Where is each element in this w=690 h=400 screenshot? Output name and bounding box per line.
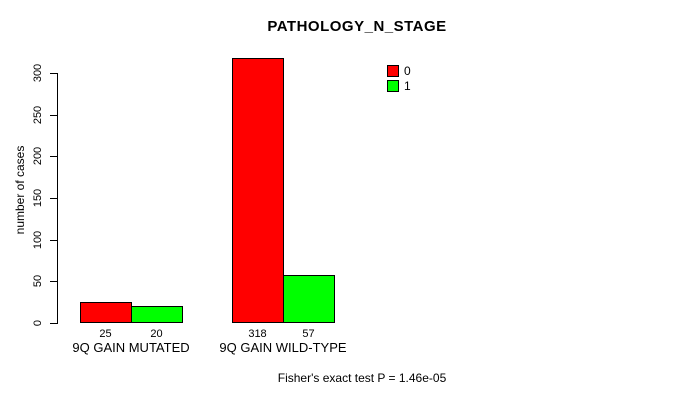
legend-entry-0: 0 — [387, 63, 411, 78]
chart-title: PATHOLOGY_N_STAGE — [267, 18, 447, 35]
y-tick-label: 50 — [32, 275, 44, 288]
y-tick-label: 300 — [32, 63, 44, 83]
bar-0-1 — [232, 58, 284, 323]
bar-value-label: 20 — [150, 328, 163, 340]
y-axis-tick — [50, 198, 57, 199]
legend-swatch-1 — [387, 79, 399, 92]
y-axis-tick — [50, 73, 57, 74]
legend-entry-1: 1 — [387, 78, 411, 93]
legend-label-0: 0 — [404, 63, 411, 78]
y-tick-label: 250 — [32, 105, 44, 124]
y-axis-tick — [50, 323, 57, 324]
y-axis-tick — [50, 281, 57, 283]
y-axis-tick — [50, 239, 57, 241]
legend-label-1: 1 — [404, 78, 411, 93]
bar-0-0 — [80, 302, 132, 323]
bar-1-0 — [131, 306, 183, 323]
fisher-test-annotation: Fisher's exact test P = 1.46e-05 — [277, 371, 447, 385]
y-tick-label: 150 — [32, 188, 44, 208]
bar-value-label: 57 — [302, 328, 315, 340]
legend: 0 1 — [387, 63, 411, 93]
y-tick-label: 100 — [32, 230, 44, 249]
y-axis-line — [57, 73, 58, 324]
bar-1-1 — [283, 275, 335, 323]
category-label: 9Q GAIN MUTATED — [72, 340, 190, 355]
y-axis-tick — [50, 114, 57, 116]
category-label: 9Q GAIN WILD-TYPE — [219, 340, 347, 355]
bar-value-label: 25 — [99, 328, 112, 340]
y-tick-label: 200 — [32, 147, 44, 166]
y-tick-label: 0 — [32, 319, 44, 327]
y-axis-label: number of cases — [13, 145, 27, 235]
legend-swatch-0 — [387, 64, 399, 77]
bar-value-label: 318 — [248, 328, 267, 340]
y-axis-tick — [50, 156, 57, 158]
